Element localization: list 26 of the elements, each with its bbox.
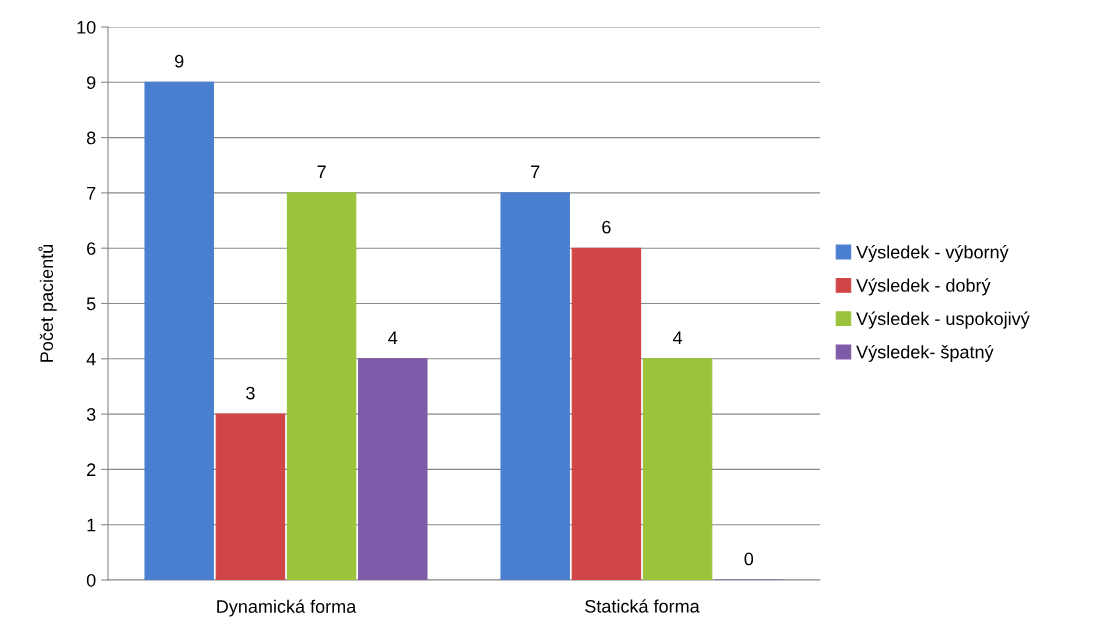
y-tick-label: 1	[87, 518, 96, 532]
y-tick-label: 6	[87, 242, 96, 255]
legend-label: Výsledek - uspokojivý	[856, 311, 1030, 329]
data-label: 4	[672, 331, 683, 344]
y-tick-label: 9	[87, 76, 96, 90]
data-label: 3	[246, 386, 255, 400]
data-label: 6	[602, 220, 611, 234]
y-axis-title: Počet pacientů	[38, 244, 57, 362]
data-label: 4	[388, 331, 398, 344]
legend-label: Výsledek- špatný	[856, 344, 994, 362]
x-tick-label: Statická forma	[585, 599, 700, 613]
data-label: 0	[744, 552, 754, 566]
y-tick-label: 5	[86, 297, 96, 311]
data-label: 7	[317, 165, 326, 179]
x-tick-label: Dynamická forma	[217, 599, 357, 617]
y-tick-label: 0	[86, 573, 96, 587]
y-tick-label: 10	[77, 20, 96, 34]
y-tick-label: 4	[86, 352, 96, 366]
y-tick-label: 8	[86, 131, 96, 145]
data-label: 7	[531, 165, 540, 179]
y-tick-label: 7	[87, 187, 96, 200]
y-tick-label: 2	[87, 463, 96, 476]
data-label: 9	[175, 54, 184, 68]
y-tick-label: 3	[86, 408, 96, 421]
legend-label: Výsledek - výborný	[856, 245, 1009, 263]
legend-label: Výsledek - dobrý	[856, 278, 991, 296]
